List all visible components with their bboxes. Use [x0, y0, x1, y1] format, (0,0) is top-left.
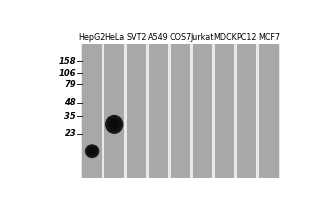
Text: 23: 23: [64, 129, 76, 138]
Ellipse shape: [105, 115, 123, 134]
Ellipse shape: [87, 146, 98, 156]
Ellipse shape: [111, 122, 117, 127]
Bar: [81, 44, 280, 178]
Text: 106: 106: [58, 69, 76, 78]
Bar: [171, 44, 190, 178]
Text: PC12: PC12: [236, 33, 257, 42]
Text: HepG2: HepG2: [78, 33, 106, 42]
Text: COS7: COS7: [169, 33, 192, 42]
Bar: [104, 44, 124, 178]
Text: 158: 158: [58, 57, 76, 66]
Text: Jurkat: Jurkat: [191, 33, 214, 42]
Ellipse shape: [109, 120, 119, 129]
Bar: [259, 44, 279, 178]
Bar: [82, 44, 102, 178]
Text: MDCK: MDCK: [213, 33, 237, 42]
Bar: [215, 44, 234, 178]
Ellipse shape: [85, 144, 99, 158]
Text: SVT2: SVT2: [126, 33, 146, 42]
Bar: [193, 44, 212, 178]
Text: HeLa: HeLa: [104, 33, 124, 42]
Text: MCF7: MCF7: [258, 33, 280, 42]
Text: 35: 35: [64, 112, 76, 121]
Bar: [237, 44, 257, 178]
Bar: [127, 44, 146, 178]
Ellipse shape: [90, 149, 94, 153]
Text: 48: 48: [64, 98, 76, 107]
Bar: [149, 44, 168, 178]
Ellipse shape: [107, 117, 121, 132]
Text: A549: A549: [148, 33, 169, 42]
Text: 79: 79: [64, 80, 76, 89]
Ellipse shape: [89, 148, 96, 155]
